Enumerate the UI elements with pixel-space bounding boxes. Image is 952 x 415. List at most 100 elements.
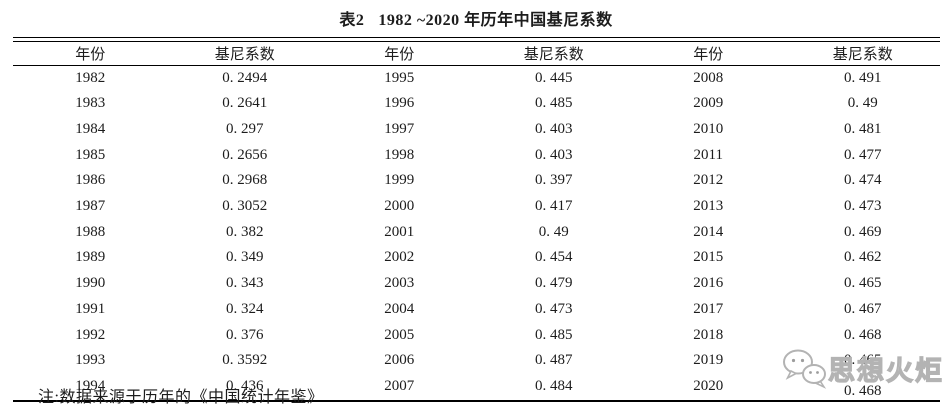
gini-cell: 0. 49 — [847, 95, 878, 112]
gini-cell: 0. 2968 — [222, 172, 268, 189]
gini-cell: 0. 474 — [844, 172, 882, 189]
table-body: 1982 0. 2494 1995 0. 445 2008 0. 491 198… — [13, 65, 940, 401]
gini-cell: 0. 468 — [844, 382, 882, 399]
gini-cell: 0. 468 — [844, 326, 882, 343]
table-row: 1989 0. 349 2002 0. 454 2015 0. 462 — [13, 245, 940, 271]
table-row: 1990 0. 343 2003 0. 479 2016 0. 465 — [13, 271, 940, 297]
gini-cell: 0. 454 — [535, 249, 573, 266]
year-cell: 1986 — [75, 172, 106, 189]
year-cell: 2015 — [693, 249, 724, 266]
header-year-col3: 年份 — [631, 41, 786, 66]
header-gini-col3: 基尼系数 — [785, 41, 940, 66]
gini-cell: 0. 436 — [226, 377, 264, 394]
gini-cell: 0. 485 — [535, 326, 573, 343]
gini-cell: 0. 349 — [226, 249, 264, 266]
gini-cell: 0. 484 — [535, 377, 573, 394]
gini-cell: 0. 324 — [226, 300, 264, 317]
header-row: 年份 基尼系数 年份 基尼系数 年份 基尼系数 — [13, 41, 940, 66]
year-cell: 1985 — [75, 146, 106, 163]
table-row: 1983 0. 2641 1996 0. 485 2009 0. 49 — [13, 91, 940, 117]
gini-cell: 0. 465 — [844, 275, 882, 292]
gini-cell: 0. 3592 — [222, 352, 268, 369]
gini-cell: 0. 473 — [844, 198, 882, 215]
table-row: 1986 0. 2968 1999 0. 397 2012 0. 474 — [13, 168, 940, 194]
table-row: 1982 0. 2494 1995 0. 445 2008 0. 491 — [13, 65, 940, 91]
table-row: 1993 0. 3592 2006 0. 487 2019 0. 465 — [13, 348, 940, 374]
table-row: 1992 0. 376 2005 0. 485 2018 0. 468 — [13, 323, 940, 349]
table-caption: 表2 1982 ~2020 年历年中国基尼系数 — [0, 6, 952, 30]
year-cell: 2016 — [693, 275, 724, 292]
year-cell: 1996 — [384, 95, 415, 112]
table-row: 1991 0. 324 2004 0. 473 2017 0. 467 — [13, 297, 940, 323]
year-cell: 2013 — [693, 198, 724, 215]
gini-cell: 0. 343 — [226, 275, 264, 292]
gini-cell: 0. 2494 — [222, 69, 268, 86]
gini-cell: 0. 467 — [844, 300, 882, 317]
year-cell: 2018 — [693, 326, 724, 343]
header-year-col2: 年份 — [322, 41, 477, 66]
gini-table: 年份 基尼系数 年份 基尼系数 年份 基尼系数 1982 0. 2494 199… — [13, 40, 940, 402]
gini-cell: 0. 491 — [844, 69, 882, 86]
header-gini-col2: 基尼系数 — [476, 41, 631, 66]
year-cell: 2006 — [384, 352, 415, 369]
year-cell: 1992 — [75, 326, 106, 343]
year-cell: 2000 — [384, 198, 415, 215]
table-row: 1994 0. 436 2007 0. 484 2020 0. 468 — [13, 374, 940, 401]
year-cell: 1990 — [75, 275, 106, 292]
year-cell: 2014 — [693, 223, 724, 240]
header-gini-col1: 基尼系数 — [167, 41, 322, 66]
header-year-col1: 年份 — [13, 41, 168, 66]
gini-cell: 0. 473 — [535, 300, 573, 317]
year-cell: 1989 — [75, 249, 106, 266]
year-cell: 1983 — [75, 95, 106, 112]
gini-cell: 0. 479 — [535, 275, 573, 292]
gini-cell: 0. 49 — [538, 223, 569, 240]
gini-cell: 0. 382 — [226, 223, 264, 240]
gini-cell: 0. 297 — [226, 120, 264, 137]
gini-cell: 0. 485 — [535, 95, 573, 112]
table-row: 1984 0. 297 1997 0. 403 2010 0. 481 — [13, 117, 940, 143]
year-cell: 1994 — [75, 377, 106, 394]
gini-table-wrap: 年份 基尼系数 年份 基尼系数 年份 基尼系数 1982 0. 2494 199… — [13, 37, 940, 402]
table-caption-title: 1982 ~2020 年历年中国基尼系数 — [378, 12, 613, 29]
year-cell: 2001 — [384, 223, 415, 240]
year-cell: 1997 — [384, 120, 415, 137]
gini-cell: 0. 376 — [226, 326, 264, 343]
year-cell: 1987 — [75, 198, 106, 215]
year-cell: 2010 — [693, 120, 724, 137]
gini-cell: 0. 417 — [535, 198, 573, 215]
gini-cell: 0. 2656 — [222, 146, 268, 163]
gini-cell: 0. 462 — [844, 249, 882, 266]
gini-cell: 0. 469 — [844, 223, 882, 240]
gini-cell: 0. 465 — [844, 352, 882, 369]
year-cell: 2011 — [693, 146, 723, 163]
table-header: 年份 基尼系数 年份 基尼系数 年份 基尼系数 — [13, 41, 940, 66]
gini-cell: 0. 481 — [844, 120, 882, 137]
year-cell: 2019 — [693, 352, 724, 369]
year-cell: 2002 — [384, 249, 415, 266]
gini-cell: 0. 403 — [535, 146, 573, 163]
gini-cell: 0. 445 — [535, 69, 573, 86]
year-cell: 1995 — [384, 69, 415, 86]
year-cell: 1988 — [75, 223, 106, 240]
year-cell: 1993 — [75, 352, 106, 369]
year-cell: 1991 — [75, 300, 106, 317]
source-note: 注:数据来源于历年的《中国统计年鉴》 — [38, 389, 324, 406]
gini-cell: 0. 487 — [535, 352, 573, 369]
year-cell: 1999 — [384, 172, 415, 189]
year-cell: 2017 — [693, 300, 724, 317]
year-cell: 2003 — [384, 275, 415, 292]
year-cell: 2005 — [384, 326, 415, 343]
year-cell: 2012 — [693, 172, 724, 189]
year-cell: 1984 — [75, 120, 106, 137]
gini-cell: 0. 477 — [844, 146, 882, 163]
year-cell: 2008 — [693, 69, 724, 86]
gini-cell: 0. 397 — [535, 172, 573, 189]
year-cell: 2020 — [693, 377, 724, 394]
year-cell: 2009 — [693, 95, 724, 112]
year-cell: 2007 — [384, 377, 415, 394]
table-caption-number: 表2 — [339, 12, 365, 29]
gini-cell: 0. 3052 — [222, 198, 268, 215]
year-cell: 2004 — [384, 300, 415, 317]
